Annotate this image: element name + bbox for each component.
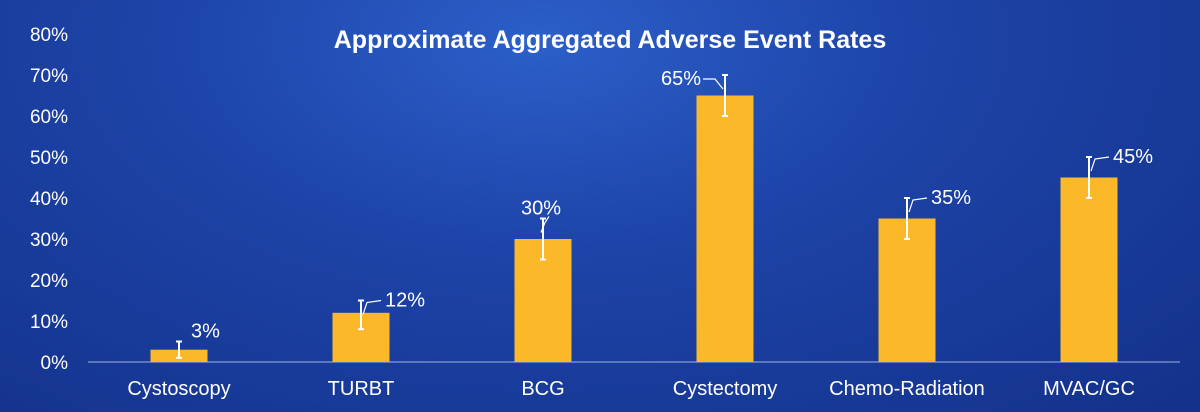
label-leader-line (908, 197, 928, 213)
data-label: 35% (931, 187, 971, 209)
error-bar (540, 217, 546, 261)
y-tick-label: 80% (30, 25, 68, 46)
error-bar (904, 197, 910, 240)
label-leader-line (362, 299, 382, 315)
bar (696, 95, 754, 362)
label-leader-line (540, 216, 550, 233)
error-bar (722, 74, 728, 117)
y-tick-label: 70% (30, 66, 68, 87)
x-tick-label: Cystectomy (673, 378, 777, 400)
label-leader-line (1090, 156, 1110, 172)
data-label: 45% (1113, 146, 1153, 168)
data-label: 30% (521, 198, 561, 220)
y-tick-label: 50% (30, 148, 68, 169)
y-tick-label: 40% (30, 189, 68, 210)
x-tick-label: TURBT (328, 378, 395, 400)
data-label: 12% (385, 290, 425, 312)
x-axis: Cystoscopy TURBT BCG Cystectomy Chemo-Radiat… (127, 378, 1135, 400)
data-label: 3% (191, 321, 220, 343)
bars (150, 95, 1118, 362)
y-axis: 0% 10% 20% 30% 40% 50% 60% 70% 80% (30, 25, 68, 374)
y-tick-label: 30% (30, 230, 68, 251)
error-bar (1086, 156, 1092, 199)
error-bar (176, 340, 182, 359)
x-tick-label: Chemo-Radiation (829, 378, 985, 400)
y-tick-label: 0% (41, 353, 69, 374)
data-label: 65% (661, 68, 701, 90)
chart-title: Approximate Aggregated Adverse Event Rat… (334, 26, 886, 54)
data-labels: 3% 12% 30% 65% 35% 45% (191, 68, 1153, 343)
y-tick-label: 10% (30, 312, 68, 333)
y-tick-label: 20% (30, 271, 68, 292)
x-tick-label: MVAC/GC (1043, 378, 1135, 400)
error-bars (176, 74, 1092, 359)
label-leader-line (703, 78, 724, 90)
y-tick-label: 60% (30, 107, 68, 128)
bar (1060, 177, 1118, 362)
x-tick-label: Cystoscopy (127, 378, 230, 400)
bar (878, 218, 936, 362)
error-bar (358, 299, 364, 331)
x-tick-label: BCG (521, 378, 564, 400)
